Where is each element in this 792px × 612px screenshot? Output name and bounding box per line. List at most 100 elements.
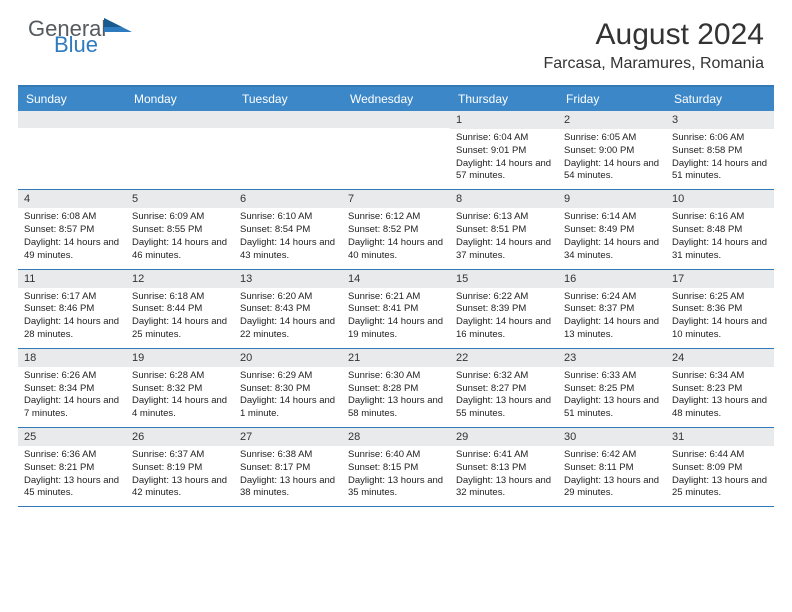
sunset-text: Sunset: 8:57 PM: [24, 224, 120, 237]
day-body: Sunrise: 6:24 AMSunset: 8:37 PMDaylight:…: [558, 288, 666, 348]
sunrise-text: Sunrise: 6:09 AM: [132, 211, 228, 224]
sunset-text: Sunset: 8:36 PM: [672, 303, 768, 316]
daylight-text: Daylight: 14 hours and 34 minutes.: [564, 237, 660, 263]
sunrise-text: Sunrise: 6:20 AM: [240, 291, 336, 304]
sunrise-text: Sunrise: 6:29 AM: [240, 370, 336, 383]
calendar-cell: 21Sunrise: 6:30 AMSunset: 8:28 PMDayligh…: [342, 349, 450, 427]
day-body: Sunrise: 6:22 AMSunset: 8:39 PMDaylight:…: [450, 288, 558, 348]
day-number: 15: [450, 270, 558, 288]
daylight-text: Daylight: 14 hours and 7 minutes.: [24, 395, 120, 421]
sunset-text: Sunset: 8:17 PM: [240, 462, 336, 475]
sunset-text: Sunset: 8:46 PM: [24, 303, 120, 316]
day-body: Sunrise: 6:32 AMSunset: 8:27 PMDaylight:…: [450, 367, 558, 427]
calendar-cell: [234, 111, 342, 189]
sunset-text: Sunset: 8:25 PM: [564, 383, 660, 396]
calendar-cell: 2Sunrise: 6:05 AMSunset: 9:00 PMDaylight…: [558, 111, 666, 189]
day-number: 24: [666, 349, 774, 367]
calendar-cell: 12Sunrise: 6:18 AMSunset: 8:44 PMDayligh…: [126, 270, 234, 348]
day-body: Sunrise: 6:20 AMSunset: 8:43 PMDaylight:…: [234, 288, 342, 348]
day-body: Sunrise: 6:09 AMSunset: 8:55 PMDaylight:…: [126, 208, 234, 268]
calendar-cell: 17Sunrise: 6:25 AMSunset: 8:36 PMDayligh…: [666, 270, 774, 348]
daylight-text: Daylight: 13 hours and 29 minutes.: [564, 475, 660, 501]
day-number: 22: [450, 349, 558, 367]
calendar-cell: 3Sunrise: 6:06 AMSunset: 8:58 PMDaylight…: [666, 111, 774, 189]
sunrise-text: Sunrise: 6:10 AM: [240, 211, 336, 224]
day-number: 28: [342, 428, 450, 446]
day-body: [18, 128, 126, 186]
sunrise-text: Sunrise: 6:26 AM: [24, 370, 120, 383]
sunrise-text: Sunrise: 6:41 AM: [456, 449, 552, 462]
calendar-cell: 11Sunrise: 6:17 AMSunset: 8:46 PMDayligh…: [18, 270, 126, 348]
daylight-text: Daylight: 14 hours and 4 minutes.: [132, 395, 228, 421]
day-number: 31: [666, 428, 774, 446]
sunset-text: Sunset: 8:54 PM: [240, 224, 336, 237]
day-body: Sunrise: 6:42 AMSunset: 8:11 PMDaylight:…: [558, 446, 666, 506]
calendar-cell: 14Sunrise: 6:21 AMSunset: 8:41 PMDayligh…: [342, 270, 450, 348]
sunset-text: Sunset: 8:37 PM: [564, 303, 660, 316]
sunrise-text: Sunrise: 6:06 AM: [672, 132, 768, 145]
daylight-text: Daylight: 14 hours and 46 minutes.: [132, 237, 228, 263]
day-body: Sunrise: 6:37 AMSunset: 8:19 PMDaylight:…: [126, 446, 234, 506]
day-number: 20: [234, 349, 342, 367]
calendar-cell: 18Sunrise: 6:26 AMSunset: 8:34 PMDayligh…: [18, 349, 126, 427]
daylight-text: Daylight: 13 hours and 51 minutes.: [564, 395, 660, 421]
weekday-tuesday: Tuesday: [234, 87, 342, 111]
day-body: Sunrise: 6:21 AMSunset: 8:41 PMDaylight:…: [342, 288, 450, 348]
calendar-cell: 26Sunrise: 6:37 AMSunset: 8:19 PMDayligh…: [126, 428, 234, 506]
sunrise-text: Sunrise: 6:44 AM: [672, 449, 768, 462]
day-body: Sunrise: 6:33 AMSunset: 8:25 PMDaylight:…: [558, 367, 666, 427]
sunrise-text: Sunrise: 6:22 AM: [456, 291, 552, 304]
daylight-text: Daylight: 14 hours and 10 minutes.: [672, 316, 768, 342]
day-body: Sunrise: 6:18 AMSunset: 8:44 PMDaylight:…: [126, 288, 234, 348]
sunset-text: Sunset: 9:01 PM: [456, 145, 552, 158]
calendar-cell: 27Sunrise: 6:38 AMSunset: 8:17 PMDayligh…: [234, 428, 342, 506]
daylight-text: Daylight: 14 hours and 28 minutes.: [24, 316, 120, 342]
calendar-cell: 23Sunrise: 6:33 AMSunset: 8:25 PMDayligh…: [558, 349, 666, 427]
sunrise-text: Sunrise: 6:14 AM: [564, 211, 660, 224]
daylight-text: Daylight: 13 hours and 25 minutes.: [672, 475, 768, 501]
calendar-cell: [18, 111, 126, 189]
daylight-text: Daylight: 14 hours and 19 minutes.: [348, 316, 444, 342]
sunrise-text: Sunrise: 6:24 AM: [564, 291, 660, 304]
sunrise-text: Sunrise: 6:33 AM: [564, 370, 660, 383]
day-number: 1: [450, 111, 558, 129]
weekday-sunday: Sunday: [18, 87, 126, 111]
sunset-text: Sunset: 8:43 PM: [240, 303, 336, 316]
day-body: Sunrise: 6:17 AMSunset: 8:46 PMDaylight:…: [18, 288, 126, 348]
daylight-text: Daylight: 14 hours and 22 minutes.: [240, 316, 336, 342]
sunset-text: Sunset: 8:39 PM: [456, 303, 552, 316]
daylight-text: Daylight: 13 hours and 38 minutes.: [240, 475, 336, 501]
calendar-cell: [342, 111, 450, 189]
sunset-text: Sunset: 8:23 PM: [672, 383, 768, 396]
calendar-cell: 13Sunrise: 6:20 AMSunset: 8:43 PMDayligh…: [234, 270, 342, 348]
day-number: 6: [234, 190, 342, 208]
daylight-text: Daylight: 14 hours and 13 minutes.: [564, 316, 660, 342]
daylight-text: Daylight: 14 hours and 1 minute.: [240, 395, 336, 421]
sunrise-text: Sunrise: 6:04 AM: [456, 132, 552, 145]
calendar-cell: 6Sunrise: 6:10 AMSunset: 8:54 PMDaylight…: [234, 190, 342, 268]
day-number: 7: [342, 190, 450, 208]
calendar-cell: 25Sunrise: 6:36 AMSunset: 8:21 PMDayligh…: [18, 428, 126, 506]
day-number: [234, 111, 342, 128]
sunrise-text: Sunrise: 6:40 AM: [348, 449, 444, 462]
day-body: Sunrise: 6:13 AMSunset: 8:51 PMDaylight:…: [450, 208, 558, 268]
day-number: 29: [450, 428, 558, 446]
day-number: 12: [126, 270, 234, 288]
day-body: [234, 128, 342, 186]
calendar-cell: 24Sunrise: 6:34 AMSunset: 8:23 PMDayligh…: [666, 349, 774, 427]
day-number: 16: [558, 270, 666, 288]
daylight-text: Daylight: 14 hours and 37 minutes.: [456, 237, 552, 263]
sunrise-text: Sunrise: 6:16 AM: [672, 211, 768, 224]
day-body: Sunrise: 6:04 AMSunset: 9:01 PMDaylight:…: [450, 129, 558, 189]
day-number: 19: [126, 349, 234, 367]
sunset-text: Sunset: 8:49 PM: [564, 224, 660, 237]
calendar-cell: 9Sunrise: 6:14 AMSunset: 8:49 PMDaylight…: [558, 190, 666, 268]
sunset-text: Sunset: 8:41 PM: [348, 303, 444, 316]
sunset-text: Sunset: 8:15 PM: [348, 462, 444, 475]
sunrise-text: Sunrise: 6:25 AM: [672, 291, 768, 304]
calendar: Sunday Monday Tuesday Wednesday Thursday…: [18, 85, 774, 507]
day-number: 3: [666, 111, 774, 129]
sunset-text: Sunset: 8:51 PM: [456, 224, 552, 237]
calendar-cell: 31Sunrise: 6:44 AMSunset: 8:09 PMDayligh…: [666, 428, 774, 506]
calendar-cell: 30Sunrise: 6:42 AMSunset: 8:11 PMDayligh…: [558, 428, 666, 506]
